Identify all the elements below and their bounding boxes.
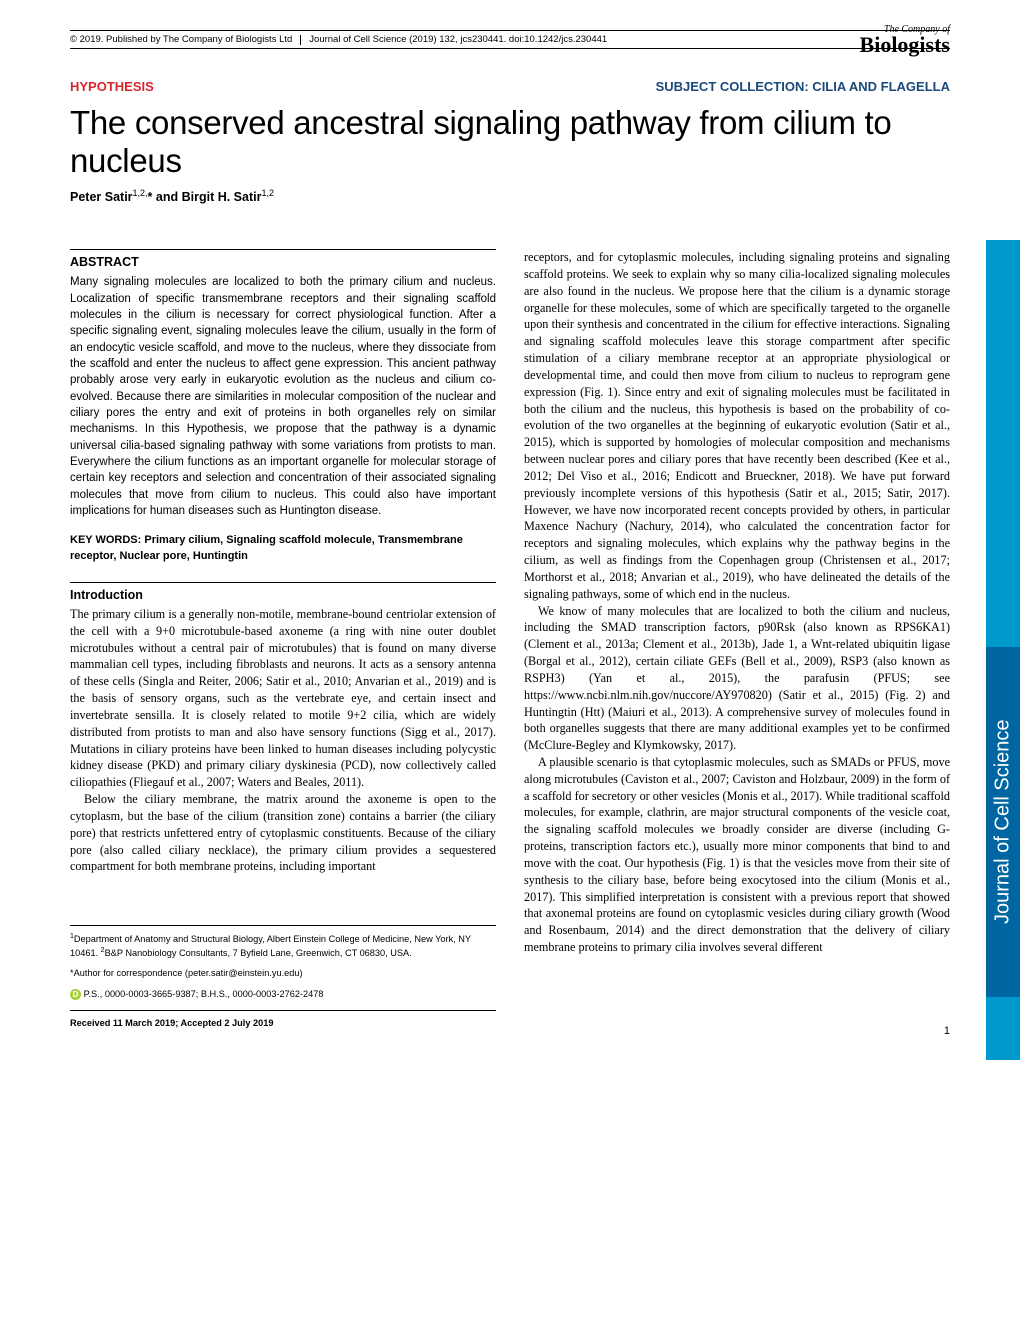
author-1-affil: 1,2, xyxy=(133,188,148,198)
correspondence-text: *Author for correspondence (peter.satir@… xyxy=(70,967,496,979)
affil-2: B&P Nanobiology Consultants, 7 Byfield L… xyxy=(105,948,412,958)
author-connector: and xyxy=(152,190,181,204)
introduction-heading: Introduction xyxy=(70,587,496,604)
received-accepted: Received 11 March 2019; Accepted 2 July … xyxy=(70,1017,496,1029)
left-column: ABSTRACT Many signaling molecules are lo… xyxy=(70,249,496,1037)
right-column: receptors, and for cytoplasmic molecules… xyxy=(524,249,950,1037)
col2-para-2: We know of many molecules that are local… xyxy=(524,603,950,754)
keywords-label: KEY WORDS: xyxy=(70,534,144,546)
orcid-ids: P.S., 0000-0003-3665-9387; B.H.S., 0000-… xyxy=(84,989,324,999)
col2-para-3: A plausible scenario is that cytoplasmic… xyxy=(524,754,950,956)
author-1: Peter Satir xyxy=(70,190,133,204)
abstract-top-rule xyxy=(70,249,496,250)
article-category: HYPOTHESIS xyxy=(70,79,154,94)
page-number: 1 xyxy=(944,1025,950,1037)
header-citation-bar: © 2019. Published by The Company of Biol… xyxy=(70,30,950,49)
affiliations-block: 1Department of Anatomy and Structural Bi… xyxy=(70,925,496,1029)
two-column-body: ABSTRACT Many signaling molecules are lo… xyxy=(70,249,950,1037)
category-row: HYPOTHESIS SUBJECT COLLECTION: CILIA AND… xyxy=(70,79,950,94)
col2-para-1: receptors, and for cytoplasmic molecules… xyxy=(524,249,950,602)
publisher-logo: The Company of Biologists xyxy=(860,25,950,55)
abstract-heading: ABSTRACT xyxy=(70,254,496,271)
article-title: The conserved ancestral signaling pathwa… xyxy=(70,104,950,180)
affiliations-rule xyxy=(70,925,496,926)
header-separator xyxy=(300,35,301,45)
affiliation-text: 1Department of Anatomy and Structural Bi… xyxy=(70,932,496,959)
subject-collection-link[interactable]: SUBJECT COLLECTION: CILIA AND FLAGELLA xyxy=(656,79,950,94)
author-2: Birgit H. Satir xyxy=(182,190,262,204)
abstract-bottom-rule xyxy=(70,582,496,583)
orcid-line: D P.S., 0000-0003-3665-9387; B.H.S., 000… xyxy=(70,988,496,1000)
journal-reference: Journal of Cell Science (2019) 132, jcs2… xyxy=(309,34,607,45)
keywords-line: KEY WORDS: Primary cilium, Signaling sca… xyxy=(70,533,496,563)
intro-para-1: The primary cilium is a generally non-mo… xyxy=(70,606,496,791)
authors-line: Peter Satir1,2,* and Birgit H. Satir1,2 xyxy=(70,188,950,204)
abstract-text: Many signaling molecules are localized t… xyxy=(70,274,496,519)
intro-para-2: Below the ciliary membrane, the matrix a… xyxy=(70,791,496,875)
author-2-affil: 1,2 xyxy=(261,188,274,198)
orcid-icon: D xyxy=(70,989,81,1000)
logo-main-text: Biologists xyxy=(860,35,950,55)
copyright-text: © 2019. Published by The Company of Biol… xyxy=(70,34,292,45)
received-rule xyxy=(70,1010,496,1011)
